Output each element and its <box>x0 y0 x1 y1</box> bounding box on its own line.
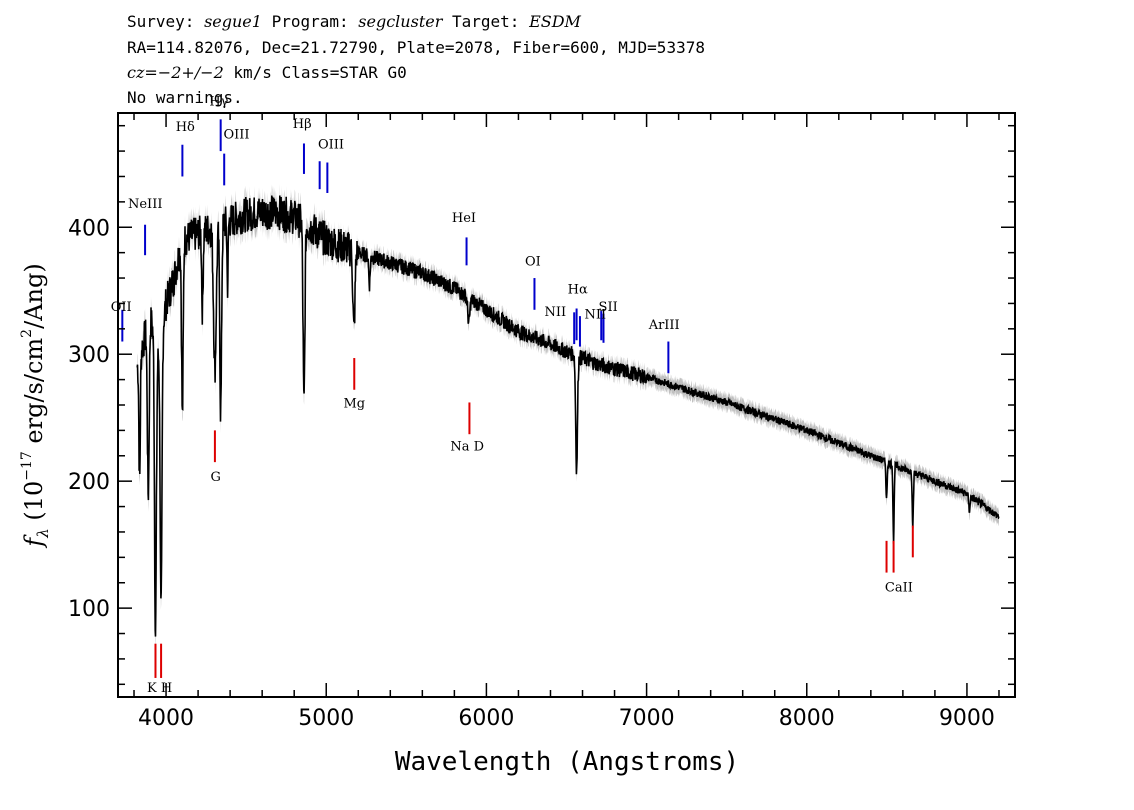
survey-label: Survey: <box>127 12 195 31</box>
x-tick-label: 7000 <box>619 706 675 731</box>
y-axis-subscript: λ <box>34 528 52 539</box>
line-label: OII <box>111 300 132 315</box>
line-label: NeIII <box>128 197 162 212</box>
flux-line <box>136 195 1000 637</box>
line-markers <box>121 119 914 678</box>
class-text: km/s Class=STAR G0 <box>223 63 407 82</box>
line-labels: NeIIIHδHγOIIIHβOIIIHeIOINIIHαNIISIIArIII… <box>111 94 913 696</box>
y-tick-label: 100 <box>68 597 110 622</box>
x-axis-label: Wavelength (Angstroms) <box>395 747 739 777</box>
survey-value: segue1 <box>204 12 262 31</box>
x-tick-label: 8000 <box>779 706 835 731</box>
line-label: NII <box>585 308 607 323</box>
y-axis-units-3: /Ang) <box>20 263 48 329</box>
line-label: G <box>211 470 221 485</box>
y-axis-exponent: −17 <box>19 451 35 481</box>
line-label: Hγ <box>209 94 228 109</box>
line-label: Na D <box>450 440 484 455</box>
y-axis-label: fλ (10−17 erg/s/cm2/Ang) <box>19 263 52 548</box>
error-band <box>137 184 999 649</box>
header-line-1: Survey: segue1 Program: segcluster Targe… <box>127 12 581 32</box>
axes: 4000 5000 6000 7000 8000 9000 100 200 300 400 <box>68 112 1016 731</box>
x-tick-label: 9000 <box>939 706 995 731</box>
line-label: OI <box>525 254 541 269</box>
header-line-2: RA=114.82076, Dec=21.72790, Plate=2078, … <box>127 38 705 57</box>
cz-value: cz=−2+/−2 <box>127 63 224 82</box>
line-label: OIII <box>318 138 344 153</box>
header-line-4: No warnings. <box>127 88 243 107</box>
y-axis-squared: 2 <box>19 329 35 338</box>
line-label: Hδ <box>176 120 195 135</box>
header-line-3: cz=−2+/−2 km/s Class=STAR G0 <box>127 63 407 83</box>
line-label: ArIII <box>648 318 680 333</box>
y-tick-label: 200 <box>68 470 110 495</box>
x-tick-label: 4000 <box>138 706 194 731</box>
line-label: OIII <box>223 127 249 142</box>
x-tick-label: 6000 <box>458 706 514 731</box>
line-label: Hα <box>568 282 588 297</box>
target-label: Target: <box>452 12 520 31</box>
flux-series <box>136 195 1000 637</box>
y-axis-units-1: (10 <box>20 481 48 529</box>
line-label: Mg <box>343 397 365 412</box>
error-band-area <box>137 184 999 649</box>
y-axis-units-2: erg/s/cm <box>20 338 48 452</box>
line-label: CaII <box>885 581 913 596</box>
program-value: segcluster <box>358 12 443 31</box>
program-label: Program: <box>271 12 349 31</box>
line-label: HeI <box>452 211 476 226</box>
line-label: K H <box>147 681 172 696</box>
line-label: Hβ <box>293 117 312 132</box>
line-label: NII <box>544 305 566 320</box>
y-tick-label: 400 <box>68 216 110 241</box>
plot-frame <box>117 112 1016 698</box>
target-value: ESDM <box>529 12 581 31</box>
x-tick-label: 5000 <box>298 706 354 731</box>
y-tick-label: 300 <box>68 343 110 368</box>
line-label: SII <box>599 300 618 315</box>
